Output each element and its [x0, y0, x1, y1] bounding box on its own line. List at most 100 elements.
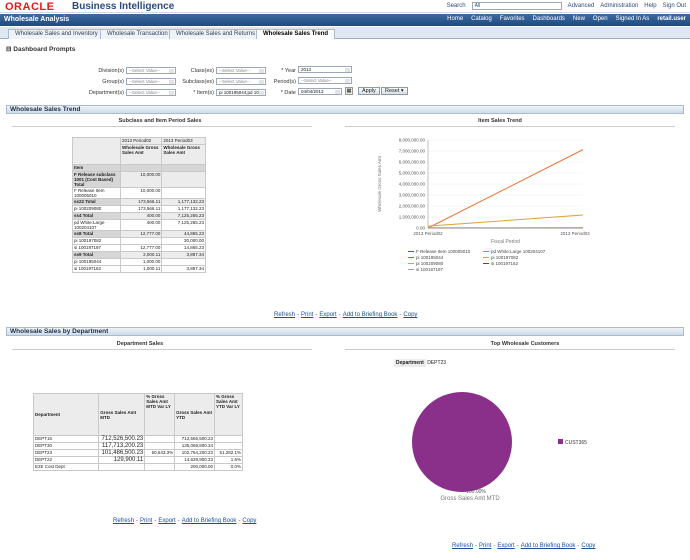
y-tick-label: 8,000,000.00	[399, 138, 426, 143]
cust-copy-link[interactable]: Copy	[581, 543, 596, 549]
pivot-cell-v1: 1,000.11	[119, 265, 163, 273]
pie-slice-label: 100.00%	[466, 489, 486, 495]
dept-print-link[interactable]: Print	[140, 518, 153, 524]
class-label: Class(es)	[190, 68, 214, 74]
dashboard-title: Wholesale Analysis	[4, 16, 70, 23]
oracle-logo: ORACLE	[5, 1, 55, 13]
tab-sales-returns[interactable]: Wholesale Sales and Returns	[169, 29, 263, 39]
y-tick-label: 2,000,000.00	[399, 204, 426, 209]
tab-sales-inventory[interactable]: Wholesale Sales and Inventory	[8, 29, 105, 39]
y-tick-label: 6,000,000.00	[399, 160, 426, 165]
item-label-text: Item(s)	[196, 90, 214, 96]
print-link[interactable]: Print	[301, 312, 314, 318]
series-line[interactable]	[427, 214, 584, 227]
export-link[interactable]: Export	[319, 312, 337, 318]
pivot-item-header-fill	[119, 164, 163, 172]
header-mtd-var: % Gross Sales Amt MTD Var LY	[144, 393, 176, 436]
cust-print-link[interactable]: Print	[479, 543, 492, 549]
help-menu[interactable]: Help	[644, 3, 657, 9]
pivot-cell-v2	[161, 258, 206, 266]
cell-ytd: 712,566,500.23	[174, 435, 216, 443]
pie-slice-cust365[interactable]	[412, 392, 512, 492]
dept-copy-link[interactable]: Copy	[242, 518, 257, 524]
pie-filter-value[interactable]: DEPT23	[427, 360, 447, 366]
copy-link[interactable]: Copy	[403, 312, 418, 318]
class-select[interactable]: --Select Value--	[216, 67, 266, 74]
search-label: Search	[446, 3, 466, 9]
pivot-cell-v1: 173,566.11	[119, 198, 163, 206]
pivot-row: pi 100209080 173,566.11 1,177,132.23	[72, 205, 206, 213]
user-menu[interactable]: retail.user	[657, 16, 686, 22]
dept-briefing-book-link[interactable]: Add to Briefing Book	[181, 518, 237, 524]
date-label: * Date	[280, 90, 296, 96]
y-tick-label: 5,000,000.00	[399, 171, 426, 176]
period-select[interactable]: --Select Value--	[298, 77, 352, 84]
signed-in-label: Signed In As	[615, 16, 650, 22]
series-line[interactable]	[427, 149, 584, 229]
top-customers-pie-chart: 100.00% Gross Sales Amt MTD CUST365	[412, 392, 587, 502]
cust-briefing-book-link[interactable]: Add to Briefing Book	[520, 543, 576, 549]
year-label-text: Year	[284, 68, 296, 74]
customers-title-divider	[345, 349, 675, 350]
tab-transaction[interactable]: Wholesale Transaction	[100, 29, 175, 39]
legend-label: si 100197162	[491, 261, 519, 266]
section-sales-trend-header[interactable]: Wholesale Sales Trend	[6, 105, 684, 114]
section-sales-by-department-header[interactable]: Wholesale Sales by Department	[6, 327, 684, 336]
pivot-row: pd White:Large 100204107 400.00 7,125,265.…	[72, 219, 206, 231]
pivot-cell-label: ss8 Total	[72, 230, 121, 238]
pivot-row: ss4 Total 400.00 7,125,265.23	[72, 212, 206, 220]
dashboard-navbar: Wholesale Analysis Home Catalog Favorite…	[0, 14, 690, 26]
group-select[interactable]: --Select Value--	[126, 78, 176, 85]
reset-button[interactable]: Reset ▾	[381, 87, 408, 95]
division-select[interactable]: --Select Value--	[126, 67, 176, 74]
cust-refresh-link[interactable]: Refresh	[452, 543, 474, 549]
new-menu[interactable]: New	[572, 16, 585, 22]
advanced-link[interactable]: Advanced	[567, 3, 595, 9]
cell-mtd: 129,900.11	[98, 456, 146, 464]
tab-sales-trend[interactable]: Wholesale Sales Trend	[256, 29, 336, 39]
dashboard-menu: Home Catalog Favorites Dashboards New Op…	[447, 16, 686, 22]
dashboards-menu[interactable]: Dashboards	[532, 16, 565, 22]
year-select[interactable]: 2013	[298, 66, 352, 73]
pivot-cell-v1: 173,566.11	[119, 205, 163, 213]
subclass-select[interactable]: --Select Value--	[216, 78, 266, 85]
catalog-link[interactable]: Catalog	[471, 16, 492, 22]
pivot-cell-v2: 7,125,265.23	[161, 212, 206, 220]
calendar-icon[interactable]: ▦	[345, 87, 353, 95]
x-axis-label: Fiscal Period	[491, 239, 520, 245]
pivot-title-divider	[12, 126, 312, 127]
y-tick-label: 7,000,000.00	[399, 149, 426, 154]
cell-dept: DEPT16	[32, 435, 100, 443]
dept-export-link[interactable]: Export	[158, 518, 176, 524]
pivot-cell-label: pi 100197082	[72, 237, 121, 245]
item-select[interactable]: pi 100195044;pd 10	[216, 89, 266, 96]
y-tick-label: 4,000,000.00	[399, 182, 426, 187]
pie-legend-label: CUST365	[565, 440, 587, 446]
pivot-cell-v1	[119, 237, 163, 245]
cell-dept: E2E Cost Dept	[32, 463, 100, 471]
pivot-body: F Release subclass 1001 (Cost Based) Tot…	[72, 171, 206, 273]
legend-label: pi 100195044	[416, 255, 444, 260]
cell-mtd: 117,713,200.23	[98, 442, 146, 450]
prompts-heading[interactable]: ⊟ Dashboard Prompts	[6, 46, 76, 53]
briefing-book-link[interactable]: Add to Briefing Book	[342, 312, 398, 318]
pivot-col-period03: 2013 Period03	[161, 137, 206, 145]
dept-refresh-link[interactable]: Refresh	[113, 518, 135, 524]
favorites-menu[interactable]: Favorites	[499, 16, 525, 22]
open-menu[interactable]: Open	[592, 16, 608, 22]
header-mtd: Gross Sales Amt MTD	[98, 393, 146, 436]
search-scope-select[interactable]: All	[471, 2, 562, 10]
y-axis-label: Wholesale Gross Sales Amt	[377, 155, 382, 212]
department-select[interactable]: --Select Value--	[126, 89, 176, 96]
date-input[interactable]: 04/04/2013	[298, 88, 342, 95]
administration-link[interactable]: Administration	[600, 3, 639, 9]
cust-export-link[interactable]: Export	[497, 543, 515, 549]
pie-filter: Department DEPT23	[394, 359, 447, 367]
apply-button[interactable]: Apply	[358, 87, 380, 95]
pivot-cell-label: pi 100209080	[72, 205, 121, 213]
home-link[interactable]: Home	[447, 16, 464, 22]
signout-link[interactable]: Sign Out	[662, 3, 686, 9]
pivot-cell-label: si 100197197	[72, 244, 121, 252]
refresh-link[interactable]: Refresh	[274, 312, 296, 318]
item-sales-trend-chart: 0.00 1,000,000.00 2,000,000.00 3,000,000.00…	[377, 138, 590, 273]
